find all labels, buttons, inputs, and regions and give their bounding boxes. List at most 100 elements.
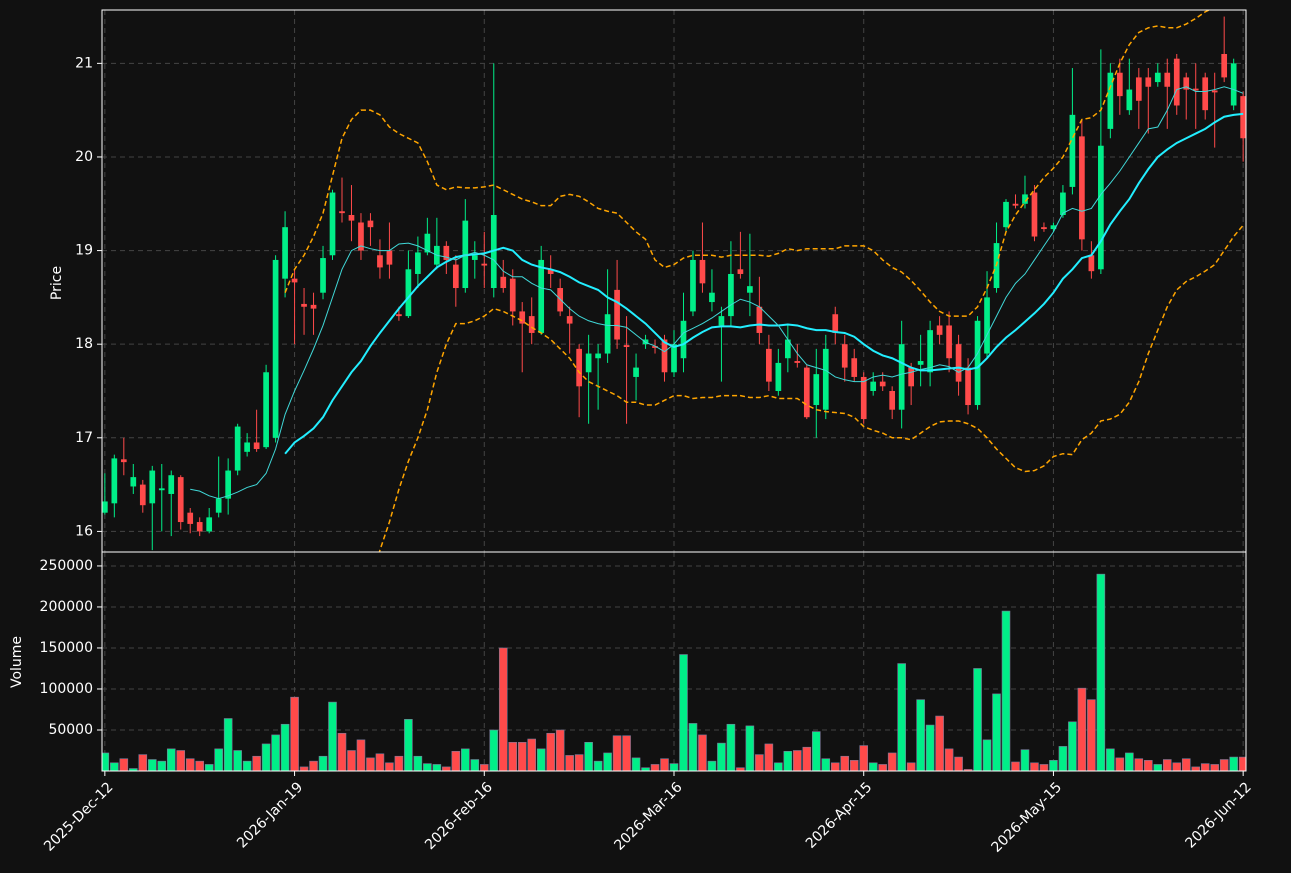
- y-tick-label: 18: [75, 336, 93, 352]
- volume-bar: [821, 758, 831, 771]
- candle-body: [177, 477, 184, 523]
- candle-body: [528, 316, 535, 333]
- candle-body: [443, 245, 450, 260]
- candle-body: [936, 325, 943, 335]
- volume-bar: [508, 741, 518, 771]
- volume-bar: [527, 738, 536, 771]
- y-tick-label: 21: [75, 55, 93, 71]
- candle-body: [1183, 77, 1190, 90]
- volume-bar: [1125, 752, 1134, 771]
- volume-bar: [404, 719, 413, 771]
- volume-bar: [271, 734, 280, 771]
- volume-bar: [252, 755, 261, 771]
- volume-bar: [593, 760, 603, 771]
- candle-body: [1107, 72, 1114, 129]
- volume-bar: [489, 729, 499, 771]
- candle-body: [1060, 192, 1066, 216]
- candle-body: [320, 258, 326, 293]
- volume-bar: [536, 748, 546, 771]
- candle-body: [339, 211, 345, 214]
- candle-body: [728, 273, 734, 317]
- volume-bar: [1058, 746, 1068, 771]
- candle-body: [984, 297, 990, 354]
- candle-body: [718, 316, 725, 326]
- volume-bar: [650, 764, 660, 771]
- candle-body: [282, 227, 288, 279]
- indicator-line: [190, 86, 1244, 500]
- candle-body: [196, 522, 203, 532]
- candle-body: [841, 344, 848, 368]
- candle-body: [1202, 77, 1209, 111]
- volume-bar: [299, 766, 309, 771]
- candle-body: [870, 381, 877, 391]
- price-plot: [102, 10, 1246, 552]
- volume-bar: [157, 760, 167, 771]
- candle-body: [386, 250, 393, 265]
- candle-body: [206, 517, 213, 532]
- volume-bar: [290, 696, 299, 771]
- candle-body: [329, 192, 336, 256]
- volume-bar: [1134, 758, 1144, 771]
- indicator-line: [378, 224, 1244, 552]
- volume-bar: [679, 654, 688, 771]
- candle-body: [1088, 255, 1095, 272]
- volume-bar: [612, 735, 622, 771]
- volume-bar: [1001, 610, 1011, 771]
- volume-bar: [119, 758, 129, 771]
- candle-body: [225, 470, 232, 499]
- candle-body: [272, 259, 279, 438]
- candle-body: [187, 512, 194, 524]
- volume-bar: [1229, 756, 1238, 771]
- candle-body: [775, 362, 782, 391]
- volume-bar: [849, 760, 859, 771]
- candle-body: [253, 442, 260, 450]
- candle-body: [1022, 194, 1028, 204]
- y-tick-label: 16: [75, 523, 93, 539]
- volume-bar: [1172, 762, 1182, 771]
- volume-bar: [660, 758, 669, 771]
- volume-bar: [366, 757, 375, 771]
- volume-bar: [1039, 764, 1049, 771]
- candle-body: [377, 255, 383, 268]
- volume-bar: [755, 754, 764, 771]
- candle-body: [263, 372, 269, 448]
- volume-bar: [1030, 762, 1039, 771]
- volume-bar: [565, 755, 574, 771]
- candle-body: [234, 426, 241, 471]
- volume-bar: [774, 762, 783, 771]
- candle-body: [908, 367, 914, 387]
- volume-bar: [764, 743, 774, 771]
- candle-body: [1230, 63, 1237, 106]
- candle-body: [1012, 203, 1019, 206]
- volume-bar: [1219, 759, 1229, 771]
- candle-body: [614, 289, 620, 340]
- volume-bar: [982, 739, 992, 771]
- candle-body: [803, 367, 810, 418]
- volume-bar: [878, 764, 887, 771]
- volume-plot: [102, 573, 1246, 771]
- y-tick-label: 19: [75, 243, 93, 259]
- candle-body: [1069, 114, 1076, 187]
- candle-body: [1031, 192, 1038, 237]
- volume-bar: [897, 663, 906, 771]
- volume-bar: [1096, 573, 1106, 771]
- candle-body: [348, 215, 355, 221]
- volume-bar: [783, 751, 793, 771]
- candle-body: [424, 233, 431, 253]
- candle-body: [168, 475, 175, 494]
- candle-body: [1126, 89, 1133, 111]
- candle-body: [1164, 72, 1171, 87]
- volume-bar: [204, 764, 214, 771]
- candle-body: [1041, 227, 1047, 230]
- candle-body: [1240, 96, 1246, 139]
- volume-bar: [261, 743, 271, 771]
- candle-body: [471, 255, 478, 260]
- volume-bar: [622, 735, 631, 771]
- volume-bar: [603, 752, 612, 771]
- volume-bar: [242, 760, 252, 771]
- indicator-line: [284, 112, 1244, 455]
- candle-body: [709, 292, 715, 303]
- candle-body: [794, 361, 801, 363]
- candle-body: [215, 498, 222, 513]
